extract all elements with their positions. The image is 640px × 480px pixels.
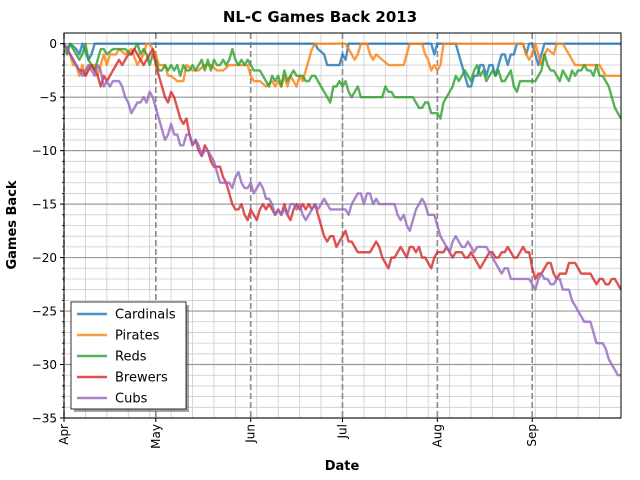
y-axis-label: Games Back [5,180,20,269]
y-tick-label: −20 [32,251,57,265]
series-line-brewers [62,43,623,291]
x-tick-label: Jun [244,424,258,444]
legend-label-brewers: Brewers [115,371,168,386]
y-tick-label: −25 [32,305,57,319]
y-tick-label: 0 [49,37,57,51]
legend: Cardinals Pirates Reds Brewers Cubs [70,301,189,412]
y-tick-label: −35 [32,412,57,426]
x-tick-label: Jul [336,424,350,439]
legend-label-pirates: Pirates [115,329,160,344]
x-tick-label: Sep [525,424,539,447]
y-tick-label: −10 [32,144,57,158]
legend-label-cardinals: Cardinals [115,308,176,323]
chart-title: NL-C Games Back 2013 [223,8,417,26]
series-lines [62,42,623,377]
y-tick-label: −15 [32,198,57,212]
x-ticks: Apr May Jun Jul Aug Sep [57,418,539,449]
x-axis-label: Date [325,459,360,474]
legend-label-reds: Reds [115,350,147,365]
x-tick-label: Apr [57,424,71,445]
series-line-reds [62,42,623,120]
y-tick-label: −30 [32,358,57,372]
x-tick-label: Aug [430,424,444,447]
legend-label-cubs: Cubs [115,392,148,407]
y-tick-label: −5 [39,91,57,105]
x-tick-label: May [149,424,163,449]
series-line-cubs [62,43,621,377]
series-line-pirates [62,42,621,88]
y-ticks: 0 −5 −10 −15 −20 −25 −30 −35 [32,37,64,426]
